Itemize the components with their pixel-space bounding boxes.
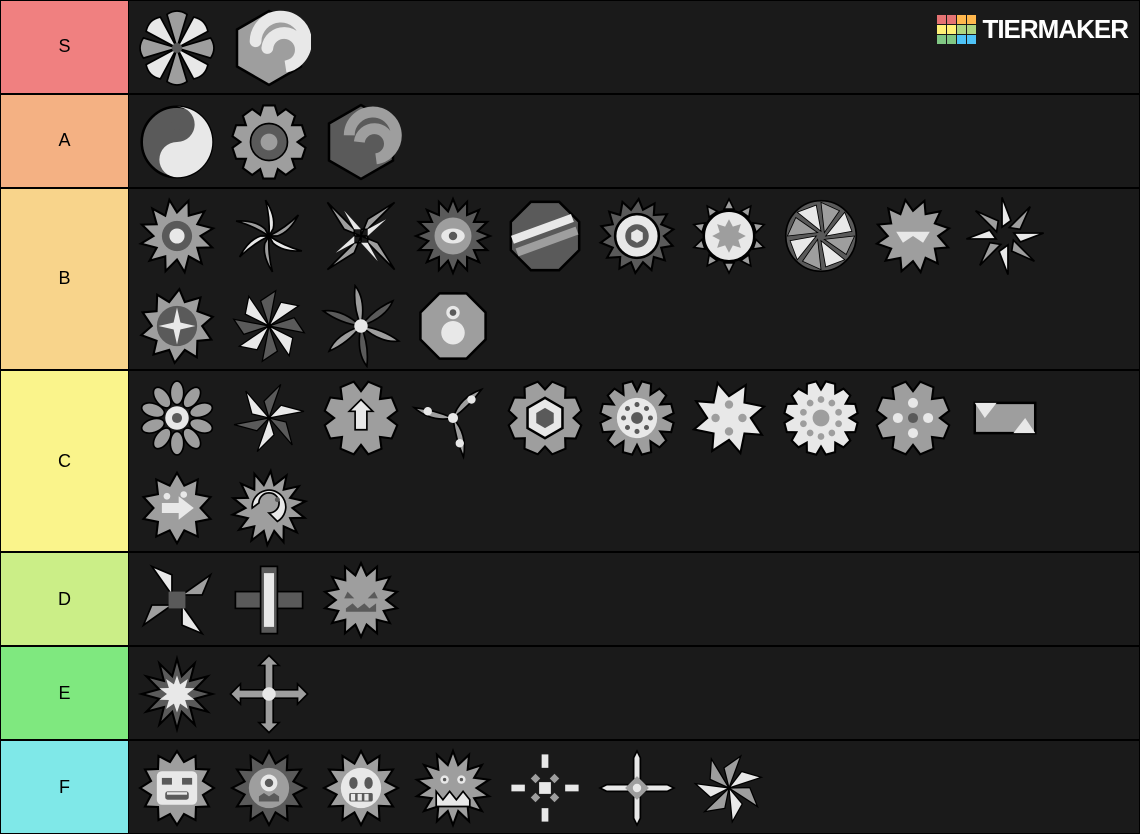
rose-swirl-icon[interactable] [317,282,405,370]
pinwheel-sharp-icon[interactable] [225,282,313,370]
tier-items-container[interactable] [129,95,1139,187]
tier-row-d: D [0,552,1140,646]
tier-items-container[interactable] [129,647,1139,739]
compass-saw-icon[interactable] [133,282,221,370]
shuriken-4-icon[interactable] [317,192,405,280]
pinwheel-8-flower-icon[interactable] [133,4,221,92]
sun-gear-icon[interactable] [685,192,773,280]
face-cyclops-icon[interactable] [225,744,313,832]
hex-spiral-icon[interactable] [225,4,313,92]
throwing-star-icon[interactable] [225,374,313,462]
saw-4dot-icon[interactable] [685,374,773,462]
tiermaker-watermark: TIERMAKER [937,14,1128,45]
tier-label[interactable]: A [1,95,129,187]
cross-bars-icon[interactable] [225,556,313,644]
monster-arrow-icon[interactable] [133,464,221,552]
shatter-star-icon[interactable] [685,744,773,832]
face-angry-square-icon[interactable] [133,744,221,832]
dark-spiral-icon[interactable] [317,98,405,186]
face-monster-teeth-icon[interactable] [409,744,497,832]
watermark-text: TIERMAKER [982,14,1128,45]
sword-cross-icon[interactable] [593,744,681,832]
tier-label[interactable]: B [1,189,129,369]
drop-8-icon[interactable] [409,282,497,370]
stripe-oct-icon[interactable] [501,192,589,280]
tier-label[interactable]: C [1,371,129,551]
hex-ring-icon[interactable] [501,374,589,462]
dragon-saw-icon[interactable] [225,464,313,552]
pumpkin-spiky-icon[interactable] [317,556,405,644]
block-arrows-icon[interactable] [961,374,1049,462]
gear-12dot-icon[interactable] [593,374,681,462]
tier-items-container[interactable] [129,741,1139,833]
tier-label[interactable]: S [1,1,129,93]
shield-arrow-icon[interactable] [317,374,405,462]
saw-pointed-icon[interactable] [133,192,221,280]
eye-spiky-icon[interactable] [409,192,497,280]
ring-hex-saw-icon[interactable] [593,192,681,280]
tier-items-container[interactable] [129,553,1139,645]
face-grin-icon[interactable] [317,744,405,832]
pinwheel-curved-icon[interactable] [225,192,313,280]
quad-dot-gear-icon[interactable] [869,374,957,462]
chomp-gear-icon[interactable] [869,192,957,280]
tier-row-f: F [0,740,1140,834]
tier-row-a: A [0,94,1140,188]
aperture-8-icon[interactable] [777,192,865,280]
tier-items-container[interactable] [129,371,1139,551]
tier-label[interactable]: D [1,553,129,645]
cross-arrows-icon[interactable] [225,650,313,738]
tri-blade-icon[interactable] [409,374,497,462]
tier-row-c: C [0,370,1140,552]
multi-flower-icon[interactable] [133,374,221,462]
tier-label[interactable]: E [1,647,129,739]
tier-items-container[interactable] [129,189,1139,369]
pinwheel-open-icon[interactable] [961,192,1049,280]
watermark-grid-icon [937,15,976,44]
dot-plus-icon[interactable] [501,744,589,832]
tier-row-b: B [0,188,1140,370]
tier-label[interactable]: F [1,741,129,833]
dot-ring-gear-icon[interactable] [777,374,865,462]
tier-list: SABCDEF [0,0,1140,834]
gear-donut-icon[interactable] [225,98,313,186]
burst-star-icon[interactable] [133,650,221,738]
quad-triangles-icon[interactable] [133,556,221,644]
tier-row-e: E [0,646,1140,740]
yinyang-gear-icon[interactable] [133,98,221,186]
